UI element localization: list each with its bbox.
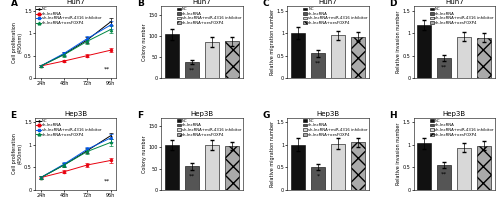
Title: Hep3B: Hep3B bbox=[64, 111, 88, 117]
Title: Hep3B: Hep3B bbox=[316, 111, 340, 117]
Title: Huh7: Huh7 bbox=[192, 0, 212, 5]
Y-axis label: Cell proliferation
(450nm): Cell proliferation (450nm) bbox=[12, 133, 22, 174]
Text: **: ** bbox=[104, 67, 110, 72]
Bar bbox=[438, 58, 452, 78]
Y-axis label: Relative invasion number: Relative invasion number bbox=[396, 122, 402, 185]
Text: *: * bbox=[316, 174, 320, 179]
Text: G: G bbox=[263, 111, 270, 120]
Text: **: ** bbox=[441, 65, 448, 70]
Y-axis label: Relative migration number: Relative migration number bbox=[270, 9, 275, 75]
Title: Huh7: Huh7 bbox=[318, 0, 338, 5]
Text: **: ** bbox=[315, 60, 321, 65]
Bar bbox=[478, 146, 492, 190]
Legend: NC, sh-lncRNA, sh-lncRNA+miR-4316 inhibitor, sh-lncRNA+oesFOXP4: NC, sh-lncRNA, sh-lncRNA+miR-4316 inhibi… bbox=[177, 119, 242, 137]
Title: Hep3B: Hep3B bbox=[190, 111, 214, 117]
Legend: NC, sh-lncRNA, sh-lncRNA+miR-4316 inhibitor, sh-lncRNA+oesFOXP4: NC, sh-lncRNA, sh-lncRNA+miR-4316 inhibi… bbox=[303, 7, 368, 26]
Bar bbox=[205, 145, 219, 190]
Text: D: D bbox=[389, 0, 396, 8]
Text: **: ** bbox=[189, 68, 195, 73]
Title: Huh7: Huh7 bbox=[445, 0, 464, 5]
Bar bbox=[185, 166, 199, 190]
Text: H: H bbox=[389, 111, 397, 120]
Bar bbox=[311, 167, 325, 190]
Text: C: C bbox=[263, 0, 270, 8]
Legend: NC, sh-lncRNA, sh-lncRNA+miR-4316 inhibitor, sh-lncRNA+oesFOXP4: NC, sh-lncRNA, sh-lncRNA+miR-4316 inhibi… bbox=[430, 7, 494, 26]
Bar bbox=[331, 144, 345, 190]
Y-axis label: Cell proliferation
(450nm): Cell proliferation (450nm) bbox=[12, 22, 22, 63]
Y-axis label: Relative invasion number: Relative invasion number bbox=[396, 11, 402, 73]
Text: E: E bbox=[10, 111, 16, 120]
Bar bbox=[351, 142, 365, 190]
Text: B: B bbox=[137, 0, 143, 8]
Legend: NC, sh-lncRNA, sh-lncRNA+miR-4316 inhibitor, sh-lncRNA+oesFOXP4: NC, sh-lncRNA, sh-lncRNA+miR-4316 inhibi… bbox=[177, 7, 242, 26]
Title: Huh7: Huh7 bbox=[66, 0, 85, 5]
Bar bbox=[438, 165, 452, 190]
Text: **: ** bbox=[189, 173, 195, 178]
Y-axis label: Colony number: Colony number bbox=[142, 135, 147, 173]
Bar bbox=[418, 143, 432, 190]
Bar bbox=[185, 62, 199, 78]
Bar bbox=[458, 37, 471, 78]
Bar bbox=[311, 53, 325, 78]
Bar bbox=[458, 148, 471, 190]
Legend: NC, sh-lncRNA, sh-lncRNA+miR-4316 inhibitor, sh-lncRNA+oesFOXP4: NC, sh-lncRNA, sh-lncRNA+miR-4316 inhibi… bbox=[36, 119, 102, 137]
Y-axis label: Relative migration number: Relative migration number bbox=[270, 121, 275, 187]
Bar bbox=[205, 42, 219, 78]
Text: **: ** bbox=[104, 178, 110, 184]
Text: A: A bbox=[10, 0, 18, 8]
Bar bbox=[478, 38, 492, 78]
Legend: NC, sh-lncRNA, sh-lncRNA+miR-4316 inhibitor, sh-lncRNA+oesFOXP4: NC, sh-lncRNA, sh-lncRNA+miR-4316 inhibi… bbox=[430, 119, 494, 137]
Bar bbox=[331, 35, 345, 78]
Legend: NC, sh-lncRNA, sh-lncRNA+miR-4316 inhibitor, sh-lncRNA+oesFOXP4: NC, sh-lncRNA, sh-lncRNA+miR-4316 inhibi… bbox=[303, 119, 368, 137]
Title: Hep3B: Hep3B bbox=[442, 111, 466, 117]
Bar bbox=[351, 37, 365, 78]
Y-axis label: Colony number: Colony number bbox=[142, 23, 147, 61]
Bar bbox=[418, 25, 432, 78]
Text: F: F bbox=[137, 111, 143, 120]
Bar bbox=[291, 33, 305, 78]
Bar bbox=[165, 145, 179, 190]
Bar bbox=[225, 41, 239, 78]
Legend: NC, sh-lncRNA, sh-lncRNA+miR-4316 inhibitor, sh-lncRNA+oesFOXP4: NC, sh-lncRNA, sh-lncRNA+miR-4316 inhibi… bbox=[36, 7, 102, 26]
Bar bbox=[225, 146, 239, 190]
Bar bbox=[291, 145, 305, 190]
Bar bbox=[165, 34, 179, 78]
Text: **: ** bbox=[441, 172, 448, 177]
